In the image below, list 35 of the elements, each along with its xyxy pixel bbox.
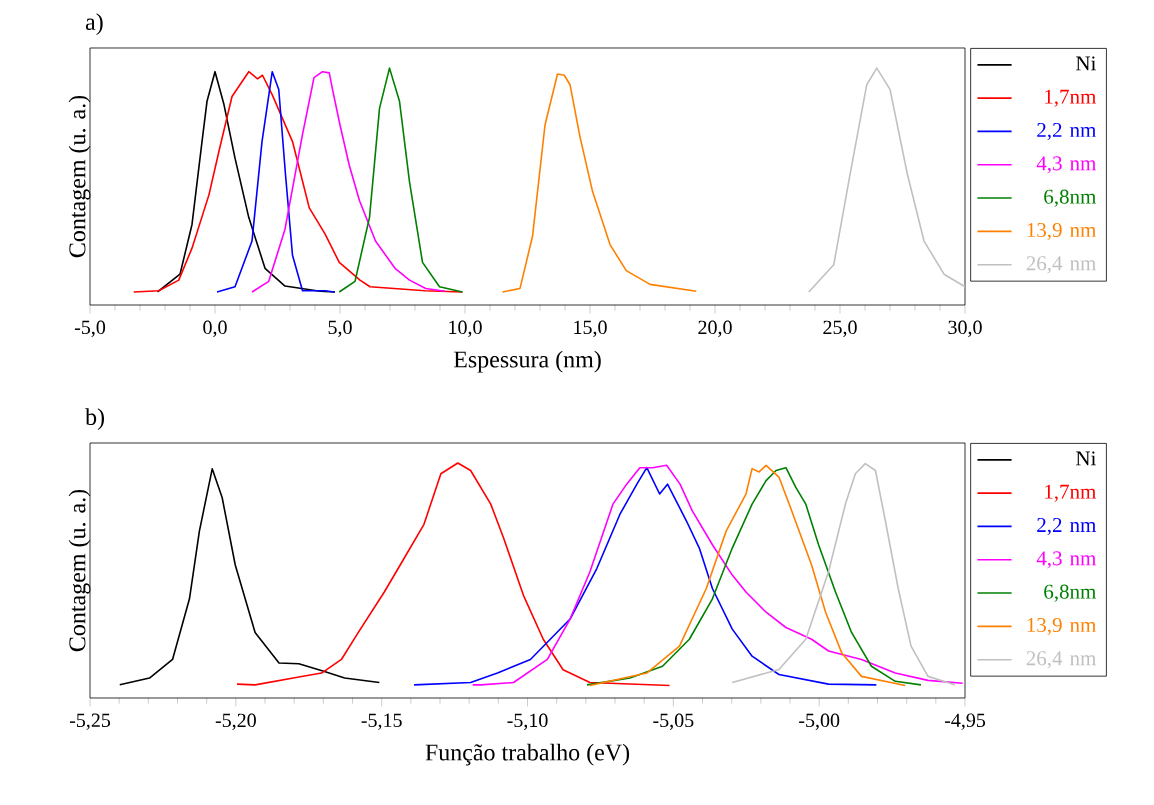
x-tick-label: -5,00 bbox=[799, 713, 840, 730]
x-tick-label: -4,95 bbox=[944, 713, 986, 730]
legend-label: 26,4 nm bbox=[1026, 256, 1097, 274]
legend-label: 2,2 nm bbox=[1037, 517, 1097, 536]
chart-title: a) bbox=[85, 13, 103, 35]
legend-label: 13,9 nm bbox=[1027, 222, 1097, 241]
text: Ni bbox=[1075, 451, 1096, 466]
legend-label: 26,4 nm bbox=[1026, 651, 1097, 669]
x-tick-label: -5,05 bbox=[653, 713, 694, 730]
x-tick-label: -5,20 bbox=[215, 713, 256, 730]
legend-label: 4,3 nm bbox=[1036, 551, 1097, 569]
x-tick-label: -5,15 bbox=[361, 713, 402, 730]
chart-title: b) bbox=[85, 408, 105, 430]
x-tick-label: 30,0 bbox=[948, 320, 982, 337]
x-axis-title: Função trabalho (eV) bbox=[425, 743, 630, 766]
legend-label: 13,9 nm bbox=[1027, 617, 1097, 636]
y-axis-title: Contagem (u. a.) bbox=[68, 95, 91, 258]
x-tick-label: 20,0 bbox=[698, 320, 732, 337]
x-tick-label: 10,0 bbox=[449, 320, 482, 337]
legend-label: 6,8nm bbox=[1044, 189, 1097, 207]
x-tick-label: -5,25 bbox=[69, 713, 111, 730]
x-axis-title: Espessura (nm) bbox=[453, 350, 601, 373]
y-axis-title: Contagem (u. a.) bbox=[68, 489, 91, 652]
legend-label: 2,2 nm bbox=[1037, 122, 1097, 141]
x-tick-label: 15,0 bbox=[574, 320, 607, 337]
text: Ni bbox=[1076, 56, 1096, 71]
x-tick-label: 5,0 bbox=[328, 320, 352, 337]
legend-label: 1,7nm bbox=[1045, 484, 1097, 502]
legend-label: 1,7nm bbox=[1045, 89, 1097, 107]
x-tick-label: 0,0 bbox=[203, 320, 227, 337]
x-tick-label: -5,0 bbox=[74, 320, 106, 337]
legend-label: 6,8nm bbox=[1044, 584, 1097, 602]
x-tick-label: -5,10 bbox=[507, 713, 548, 730]
x-tick-label: 25,0 bbox=[823, 320, 857, 337]
legend-label: 4,3 nm bbox=[1036, 156, 1097, 174]
